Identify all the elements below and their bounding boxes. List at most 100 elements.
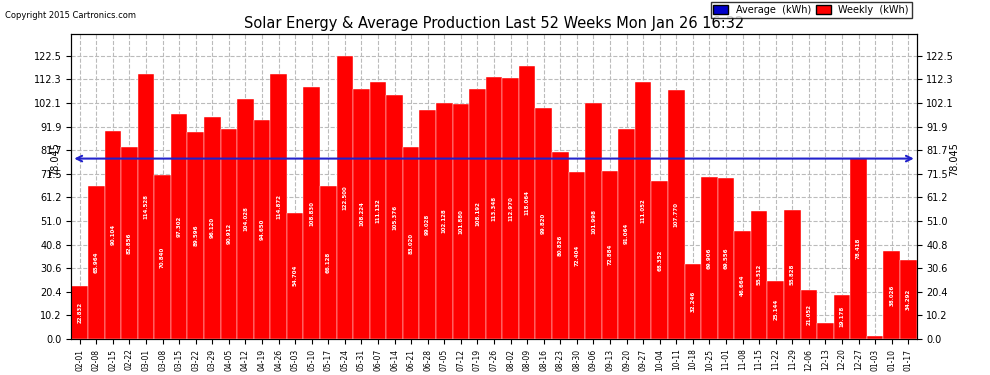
Bar: [735, 231, 750, 339]
Text: 82.856: 82.856: [127, 232, 132, 254]
Bar: [320, 186, 337, 339]
Text: 25.144: 25.144: [773, 299, 778, 321]
Text: 101.880: 101.880: [458, 209, 463, 234]
Bar: [502, 78, 519, 339]
Text: 94.650: 94.650: [259, 219, 264, 240]
Text: 111.052: 111.052: [641, 198, 645, 223]
Text: 70.840: 70.840: [160, 246, 165, 268]
Bar: [817, 323, 834, 339]
Text: 34.292: 34.292: [906, 289, 911, 310]
Text: Copyright 2015 Cartronics.com: Copyright 2015 Cartronics.com: [5, 11, 136, 20]
Text: 108.192: 108.192: [475, 201, 480, 226]
Bar: [171, 114, 187, 339]
Bar: [105, 131, 121, 339]
Bar: [668, 90, 685, 339]
Text: 78.418: 78.418: [856, 238, 861, 259]
Bar: [71, 286, 88, 339]
Bar: [718, 178, 735, 339]
Bar: [585, 103, 602, 339]
Text: 90.912: 90.912: [227, 223, 232, 245]
Text: 114.528: 114.528: [144, 194, 148, 219]
Bar: [187, 132, 204, 339]
Bar: [519, 66, 536, 339]
Bar: [619, 129, 635, 339]
Text: 72.884: 72.884: [608, 244, 613, 266]
Bar: [602, 171, 619, 339]
Text: 108.830: 108.830: [309, 201, 314, 226]
Bar: [154, 175, 171, 339]
Bar: [568, 172, 585, 339]
Bar: [204, 117, 221, 339]
Bar: [834, 294, 850, 339]
Text: 68.352: 68.352: [657, 249, 662, 271]
Text: 66.128: 66.128: [326, 252, 331, 273]
Bar: [304, 87, 320, 339]
Text: 107.770: 107.770: [674, 202, 679, 227]
Text: 114.872: 114.872: [276, 194, 281, 219]
Bar: [685, 264, 701, 339]
Text: 122.500: 122.500: [343, 185, 347, 210]
Bar: [420, 110, 436, 339]
Bar: [121, 147, 138, 339]
Text: 99.028: 99.028: [426, 214, 431, 235]
Text: 99.820: 99.820: [542, 213, 546, 234]
Bar: [486, 77, 502, 339]
Bar: [270, 74, 287, 339]
Text: 118.064: 118.064: [525, 190, 530, 215]
Bar: [403, 147, 420, 339]
Text: 104.028: 104.028: [243, 206, 248, 231]
Text: 72.404: 72.404: [574, 244, 579, 266]
Bar: [536, 108, 552, 339]
Text: 108.224: 108.224: [359, 201, 364, 226]
Text: 78.045: 78.045: [949, 142, 959, 176]
Bar: [552, 152, 568, 339]
Bar: [883, 251, 900, 339]
Legend: Average  (kWh), Weekly  (kWh): Average (kWh), Weekly (kWh): [711, 2, 912, 18]
Text: 102.128: 102.128: [442, 209, 446, 233]
Bar: [221, 129, 238, 339]
Text: 80.826: 80.826: [557, 235, 563, 256]
Text: 91.064: 91.064: [624, 223, 629, 244]
Text: 22.832: 22.832: [77, 302, 82, 323]
Bar: [88, 186, 105, 339]
Text: 111.132: 111.132: [375, 198, 380, 223]
Bar: [469, 89, 486, 339]
Text: 69.906: 69.906: [707, 248, 712, 269]
Text: 19.178: 19.178: [840, 306, 844, 327]
Text: 105.376: 105.376: [392, 205, 397, 230]
Text: 113.348: 113.348: [492, 195, 497, 220]
Title: Solar Energy & Average Production Last 52 Weeks Mon Jan 26 16:32: Solar Energy & Average Production Last 5…: [244, 16, 744, 32]
Bar: [138, 74, 154, 339]
Text: 69.556: 69.556: [724, 248, 729, 269]
Text: 90.104: 90.104: [111, 224, 116, 245]
Bar: [287, 213, 304, 339]
Bar: [353, 89, 369, 339]
Bar: [767, 281, 784, 339]
Bar: [867, 336, 883, 339]
Text: 83.020: 83.020: [409, 232, 414, 254]
Bar: [386, 96, 403, 339]
Bar: [369, 82, 386, 339]
Text: 54.704: 54.704: [293, 265, 298, 286]
Text: 21.052: 21.052: [807, 304, 812, 325]
Bar: [452, 104, 469, 339]
Bar: [701, 177, 718, 339]
Bar: [635, 82, 651, 339]
Bar: [850, 158, 867, 339]
Text: 112.970: 112.970: [508, 196, 513, 221]
Bar: [750, 211, 767, 339]
Bar: [784, 210, 801, 339]
Bar: [337, 56, 353, 339]
Bar: [436, 103, 452, 339]
Bar: [651, 181, 668, 339]
Text: 101.998: 101.998: [591, 209, 596, 234]
Text: 97.302: 97.302: [176, 216, 182, 237]
Text: 46.664: 46.664: [741, 274, 745, 296]
Text: 32.246: 32.246: [690, 291, 695, 312]
Text: 89.596: 89.596: [193, 225, 198, 246]
Text: 55.828: 55.828: [790, 264, 795, 285]
Bar: [801, 290, 817, 339]
Text: 96.120: 96.120: [210, 217, 215, 238]
Text: 65.964: 65.964: [94, 252, 99, 273]
Bar: [238, 99, 253, 339]
